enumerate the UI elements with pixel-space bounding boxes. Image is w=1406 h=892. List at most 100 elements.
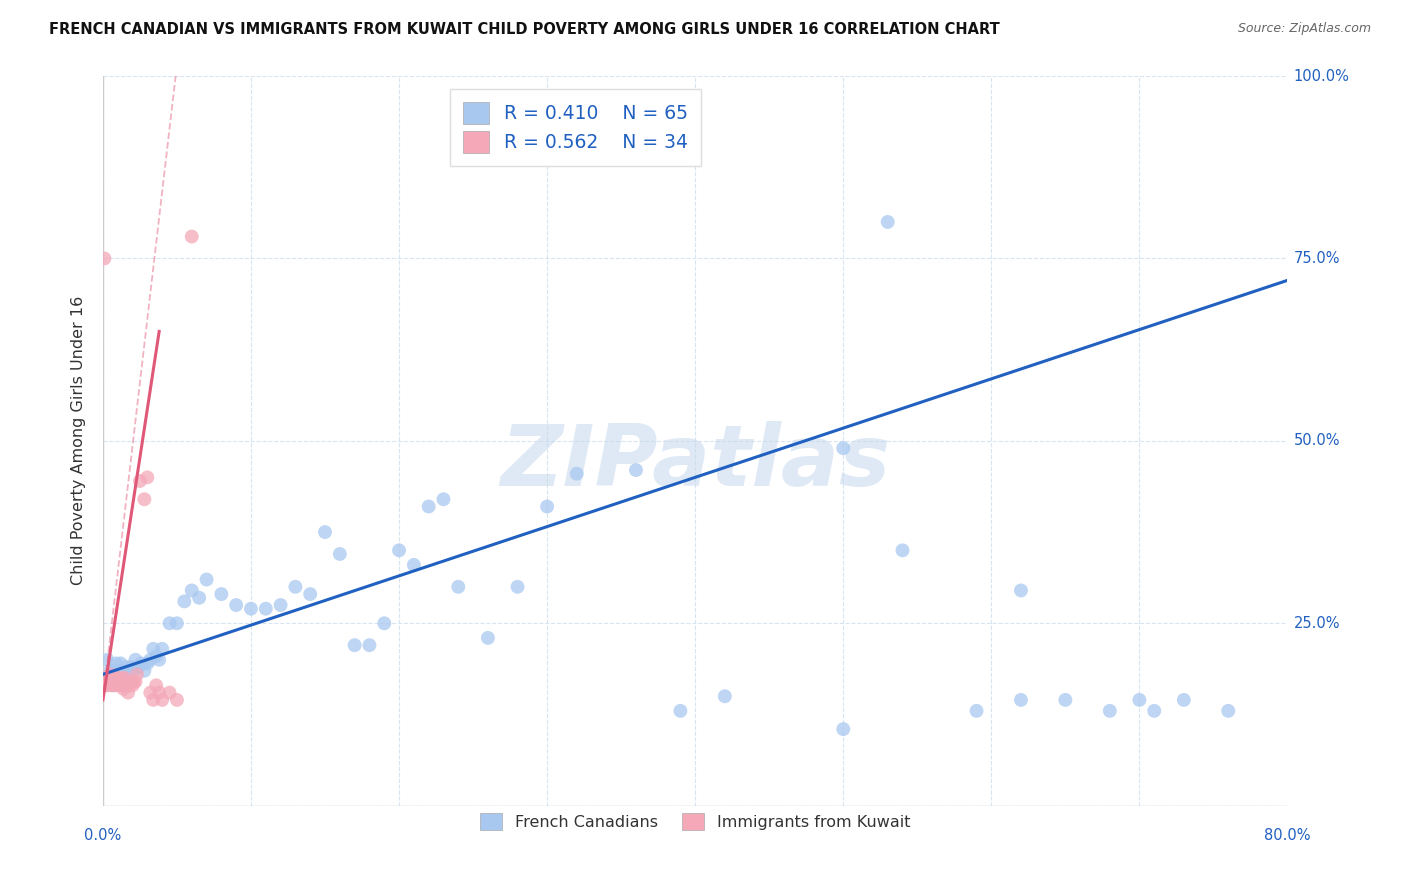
Point: [595, 98, 617, 112]
Point: [966, 704, 988, 718]
Text: 25.0%: 25.0%: [1294, 615, 1340, 631]
Point: [373, 616, 395, 631]
Point: [101, 671, 124, 685]
Point: [314, 525, 336, 540]
Point: [388, 543, 411, 558]
Point: [565, 467, 588, 481]
Point: [1010, 583, 1032, 598]
Point: [110, 657, 132, 671]
Text: Source: ZipAtlas.com: Source: ZipAtlas.com: [1237, 22, 1371, 36]
Point: [121, 664, 143, 678]
Point: [117, 667, 139, 681]
Point: [105, 674, 128, 689]
Point: [103, 671, 125, 685]
Point: [112, 678, 135, 692]
Point: [1128, 693, 1150, 707]
Point: [1098, 704, 1121, 718]
Legend: French Canadians, Immigrants from Kuwait: French Canadians, Immigrants from Kuwait: [472, 805, 918, 838]
Point: [110, 678, 132, 692]
Point: [343, 638, 366, 652]
Point: [270, 598, 292, 612]
Point: [118, 674, 141, 689]
Point: [98, 664, 121, 678]
Point: [159, 616, 181, 631]
Point: [129, 474, 152, 488]
Point: [209, 587, 232, 601]
Point: [93, 252, 115, 266]
Point: [125, 667, 148, 681]
Point: [173, 594, 195, 608]
Point: [188, 591, 211, 605]
Point: [1143, 704, 1166, 718]
Text: 75.0%: 75.0%: [1294, 251, 1340, 266]
Point: [139, 685, 162, 699]
Point: [117, 685, 139, 699]
Point: [115, 678, 138, 692]
Point: [180, 229, 202, 244]
Point: [105, 657, 128, 671]
Point: [145, 678, 167, 692]
Point: [98, 667, 121, 681]
Point: [159, 685, 181, 699]
Text: 50.0%: 50.0%: [1294, 434, 1340, 449]
Point: [359, 638, 381, 652]
Point: [669, 704, 692, 718]
Point: [104, 678, 127, 692]
Text: 100.0%: 100.0%: [1294, 69, 1350, 84]
Point: [148, 685, 170, 699]
Point: [832, 441, 855, 455]
Point: [111, 671, 134, 685]
Point: [150, 693, 173, 707]
Point: [107, 671, 129, 685]
Point: [432, 492, 454, 507]
Point: [136, 470, 159, 484]
Point: [118, 678, 141, 692]
Text: ZIPatlas: ZIPatlas: [501, 421, 890, 504]
Point: [447, 580, 470, 594]
Point: [1218, 704, 1240, 718]
Point: [624, 463, 647, 477]
Point: [97, 671, 120, 685]
Point: [832, 722, 855, 736]
Point: [108, 664, 131, 678]
Point: [284, 580, 307, 594]
Point: [299, 587, 322, 601]
Point: [402, 558, 425, 572]
Point: [536, 500, 558, 514]
Y-axis label: Child Poverty Among Girls Under 16: Child Poverty Among Girls Under 16: [72, 296, 86, 585]
Point: [124, 674, 146, 689]
Point: [145, 649, 167, 664]
Point: [114, 671, 136, 685]
Text: 0.0%: 0.0%: [84, 828, 121, 843]
Point: [120, 674, 142, 689]
Point: [139, 653, 162, 667]
Point: [195, 573, 218, 587]
Text: 80.0%: 80.0%: [1264, 828, 1310, 843]
Text: FRENCH CANADIAN VS IMMIGRANTS FROM KUWAIT CHILD POVERTY AMONG GIRLS UNDER 16 COR: FRENCH CANADIAN VS IMMIGRANTS FROM KUWAI…: [49, 22, 1000, 37]
Point: [240, 601, 263, 615]
Point: [93, 671, 115, 685]
Point: [714, 690, 737, 704]
Point: [225, 598, 247, 612]
Point: [131, 657, 153, 671]
Point: [891, 543, 914, 558]
Point: [124, 653, 146, 667]
Point: [506, 580, 529, 594]
Point: [122, 674, 145, 689]
Point: [115, 660, 138, 674]
Point: [166, 693, 188, 707]
Point: [96, 678, 118, 692]
Point: [134, 664, 156, 678]
Point: [142, 693, 165, 707]
Point: [111, 671, 134, 685]
Point: [876, 215, 898, 229]
Point: [96, 653, 118, 667]
Point: [103, 678, 125, 692]
Point: [112, 681, 135, 696]
Point: [121, 678, 143, 692]
Point: [254, 601, 277, 615]
Point: [104, 664, 127, 678]
Point: [418, 500, 440, 514]
Point: [134, 492, 156, 507]
Point: [477, 631, 499, 645]
